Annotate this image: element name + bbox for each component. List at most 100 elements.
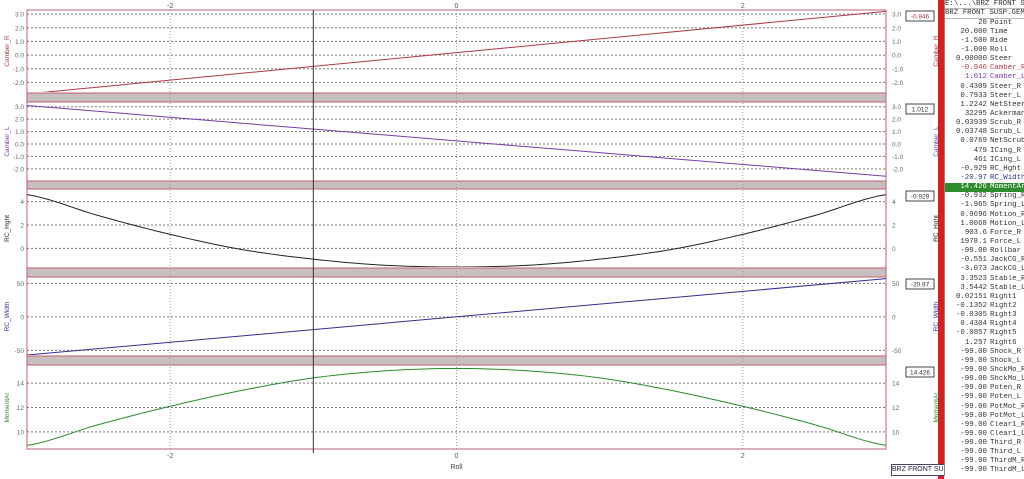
channel-row-force_r[interactable]: 903.6 Force_R — [945, 229, 1024, 238]
channel-row-potmot_l[interactable]: -99.00 PotMot_L — [945, 412, 1024, 421]
value-box — [905, 366, 935, 378]
channel-row-ride[interactable]: -1.500 Ride — [945, 37, 1024, 46]
channel-row-shckmo_l[interactable]: -99.00 ShckMo_L — [945, 375, 1024, 384]
value-readout: -0.929 — [911, 194, 930, 201]
y-tick-label-right: 2.0 — [892, 117, 901, 124]
channel-row-shock_r[interactable]: -99.00 Shock_R — [945, 348, 1024, 357]
channel-value: -99.00 — [960, 429, 987, 438]
channel-row-third_l[interactable]: -99.00 Third_L — [945, 448, 1024, 457]
channel-value: -0.0305 — [955, 311, 987, 320]
channel-row-force_l[interactable]: 1978.1 Force_L — [945, 238, 1024, 247]
channel-row-rc_hght[interactable]: -0.929 RC_Hght — [945, 165, 1024, 174]
channel-value: 0.03939 — [955, 119, 987, 128]
channel-row-shckmo_r[interactable]: -99.00 ShckMo_R — [945, 366, 1024, 375]
channel-row-shock_l[interactable]: -99.00 Shock_L — [945, 357, 1024, 366]
x-tick-label-top: 2 — [741, 3, 745, 10]
channel-value: 20 — [978, 18, 987, 27]
channel-row-point[interactable]: 20 Point — [945, 19, 1024, 28]
channel-row-steer_r[interactable]: 0.4309 Steer_R — [945, 83, 1024, 92]
channel-value: 3.3523 — [960, 274, 987, 283]
channel-row-jackcg_l[interactable]: -3.073 JackCG_L — [945, 265, 1024, 274]
channel-value: 0.9696 — [960, 210, 987, 219]
channel-row-roll[interactable]: -1.000 Roll — [945, 46, 1024, 55]
y-tick-label-left: 1.0 — [15, 129, 24, 136]
channel-list-panel[interactable]: E:\...\BRZ FRONT S BRZ FRONT SUSP.GEM 20… — [944, 0, 1024, 476]
channel-row-spring_l[interactable]: -1.965 Spring_L — [945, 201, 1024, 210]
channel-value: 1.0068 — [960, 219, 987, 228]
channel-row-clear1_l[interactable]: -99.00 Clear1_L — [945, 430, 1024, 439]
y-tick-label-right: 4 — [892, 199, 896, 206]
channel-name: Third_R — [990, 439, 1022, 448]
y-tick-label-right: 1.0 — [892, 129, 901, 136]
channel-row-stable_l[interactable]: 3.5442 Stable_L — [945, 284, 1024, 293]
stacked-line-chart[interactable]: -2 -2 0 0 2 2 Roll 3.0 3.0 2.0 2.0 1.0 1.0 0.0 0.0 -1.0… — [0, 0, 938, 479]
channel-value: -0.0857 — [955, 329, 987, 338]
legend-file-label[interactable]: BRZ FRONT SUSF — [891, 464, 945, 476]
channel-row-netsteer[interactable]: 1.2242 NetSteer — [945, 101, 1024, 110]
channel-value: -99.00 — [960, 365, 987, 374]
y-tick-label-left: 2.0 — [15, 117, 24, 124]
x-tick-label-top: 0 — [455, 3, 459, 10]
channel-row-potmot_r[interactable]: -99.00 PotMot_R — [945, 403, 1024, 412]
channel-row-right3[interactable]: -0.0305 Right3 — [945, 311, 1024, 320]
channel-row-momentar[interactable]: 14.426 MomentAr — [945, 183, 1024, 193]
channel-row-jackcg_r[interactable]: -0.551 JackCG_R — [945, 256, 1024, 265]
channel-name: Scrub_R — [990, 119, 1022, 128]
channel-value: -99.00 — [960, 375, 987, 384]
y-tick-label-right: 0 — [892, 314, 896, 321]
value-box — [905, 190, 935, 202]
channel-row-ackerman[interactable]: 32295 Ackerman — [945, 110, 1024, 119]
channel-name: Rollbar — [990, 247, 1022, 256]
channel-value: 0.02151 — [955, 292, 987, 301]
y-tick-label-right: 2.0 — [892, 25, 901, 32]
channel-row-scrub_l[interactable]: 0.03748 Scrub_L — [945, 128, 1024, 137]
channel-row-thirdm_l[interactable]: -99.00 ThirdM_L — [945, 466, 1024, 475]
channel-row-right2[interactable]: -0.1352 Right2 — [945, 302, 1024, 311]
channel-name: Poten_R — [990, 384, 1022, 393]
channel-row-camber_r[interactable]: -0.946 Camber_R — [945, 64, 1024, 73]
channel-row-thirdm_r[interactable]: -99.00 ThirdM_R — [945, 457, 1024, 466]
channel-row-poten_r[interactable]: -99.00 Poten_R — [945, 384, 1024, 393]
channel-name: RC_Width — [990, 173, 1024, 182]
channel-row-icing_r[interactable]: 479 ICing_R — [945, 147, 1024, 156]
channel-row-rc_width[interactable]: -20.97 RC_Width — [945, 174, 1024, 183]
channel-row-scrub_r[interactable]: 0.03939 Scrub_R — [945, 119, 1024, 128]
channel-row-poten_l[interactable]: -99.00 Poten_L — [945, 393, 1024, 402]
channel-row-netscrub[interactable]: 0.0769 NetScrub — [945, 137, 1024, 146]
channel-row-right4[interactable]: 0.4304 Right4 — [945, 320, 1024, 329]
channel-value: -99.00 — [960, 247, 987, 256]
channel-row-camber_l[interactable]: 1.012 Camber_L — [945, 73, 1024, 82]
channel-row-right1[interactable]: 0.02151 Right1 — [945, 293, 1024, 302]
channel-value: 0.4304 — [960, 320, 987, 329]
channel-name: Motion_L — [990, 219, 1024, 228]
channel-name: Ackerman — [990, 110, 1024, 118]
channel-name: Clear1_L — [990, 429, 1024, 438]
channel-name: PotMot_R — [990, 402, 1024, 411]
channel-row-steer_l[interactable]: 0.7933 Steer_L — [945, 92, 1024, 101]
channel-row-right6[interactable]: 1.257 Right6 — [945, 339, 1024, 348]
channel-row-stable_r[interactable]: 3.3523 Stable_R — [945, 275, 1024, 284]
panel-label-right: RC_Hght — [933, 215, 938, 242]
channel-row-right5[interactable]: -0.0857 Right5 — [945, 329, 1024, 338]
channel-name: Stable_R — [990, 274, 1024, 283]
channel-row-time[interactable]: 20.000 Time — [945, 28, 1024, 37]
channel-value: -1.000 — [960, 46, 987, 55]
channel-row-rollbar[interactable]: -99.00 Rollbar — [945, 247, 1024, 256]
channel-row-spring_r[interactable]: -0.932 Spring_R — [945, 192, 1024, 201]
channel-value: 3.5442 — [960, 283, 987, 292]
channel-value: 1978.1 — [960, 237, 987, 246]
file-path: E:\...\BRZ FRONT S — [945, 0, 1024, 10]
splitter-bar[interactable] — [938, 0, 944, 479]
channel-row-icing_l[interactable]: 461 ICing_L — [945, 156, 1024, 165]
panel-label-left: Camber_R — [4, 35, 11, 67]
value-readout: -0.946 — [911, 14, 930, 21]
channel-name: ThirdM_R — [990, 457, 1024, 466]
channel-row-third_r[interactable]: -99.00 Third_R — [945, 439, 1024, 448]
y-tick-label-left: 14 — [17, 381, 25, 388]
channel-name: ICing_R — [990, 146, 1022, 155]
channel-row-clear1_r[interactable]: -99.00 Clear1_R — [945, 421, 1024, 430]
channel-row-steer[interactable]: 0.00000 Steer — [945, 55, 1024, 64]
x-tick-label: 0 — [455, 453, 459, 460]
channel-row-motion_r[interactable]: 0.9696 Motion_R — [945, 211, 1024, 220]
channel-row-motion_l[interactable]: 1.0068 Motion_L — [945, 220, 1024, 229]
